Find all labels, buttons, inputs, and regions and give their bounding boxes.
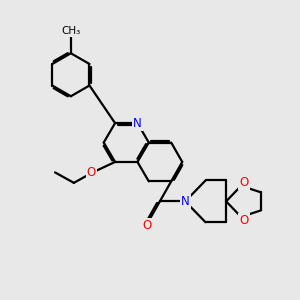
Text: O: O: [239, 214, 249, 227]
Text: O: O: [142, 219, 152, 232]
Text: O: O: [239, 176, 249, 189]
Text: CH₃: CH₃: [62, 26, 81, 37]
Text: O: O: [86, 166, 96, 179]
Text: N: N: [133, 117, 142, 130]
Text: N: N: [181, 195, 190, 208]
